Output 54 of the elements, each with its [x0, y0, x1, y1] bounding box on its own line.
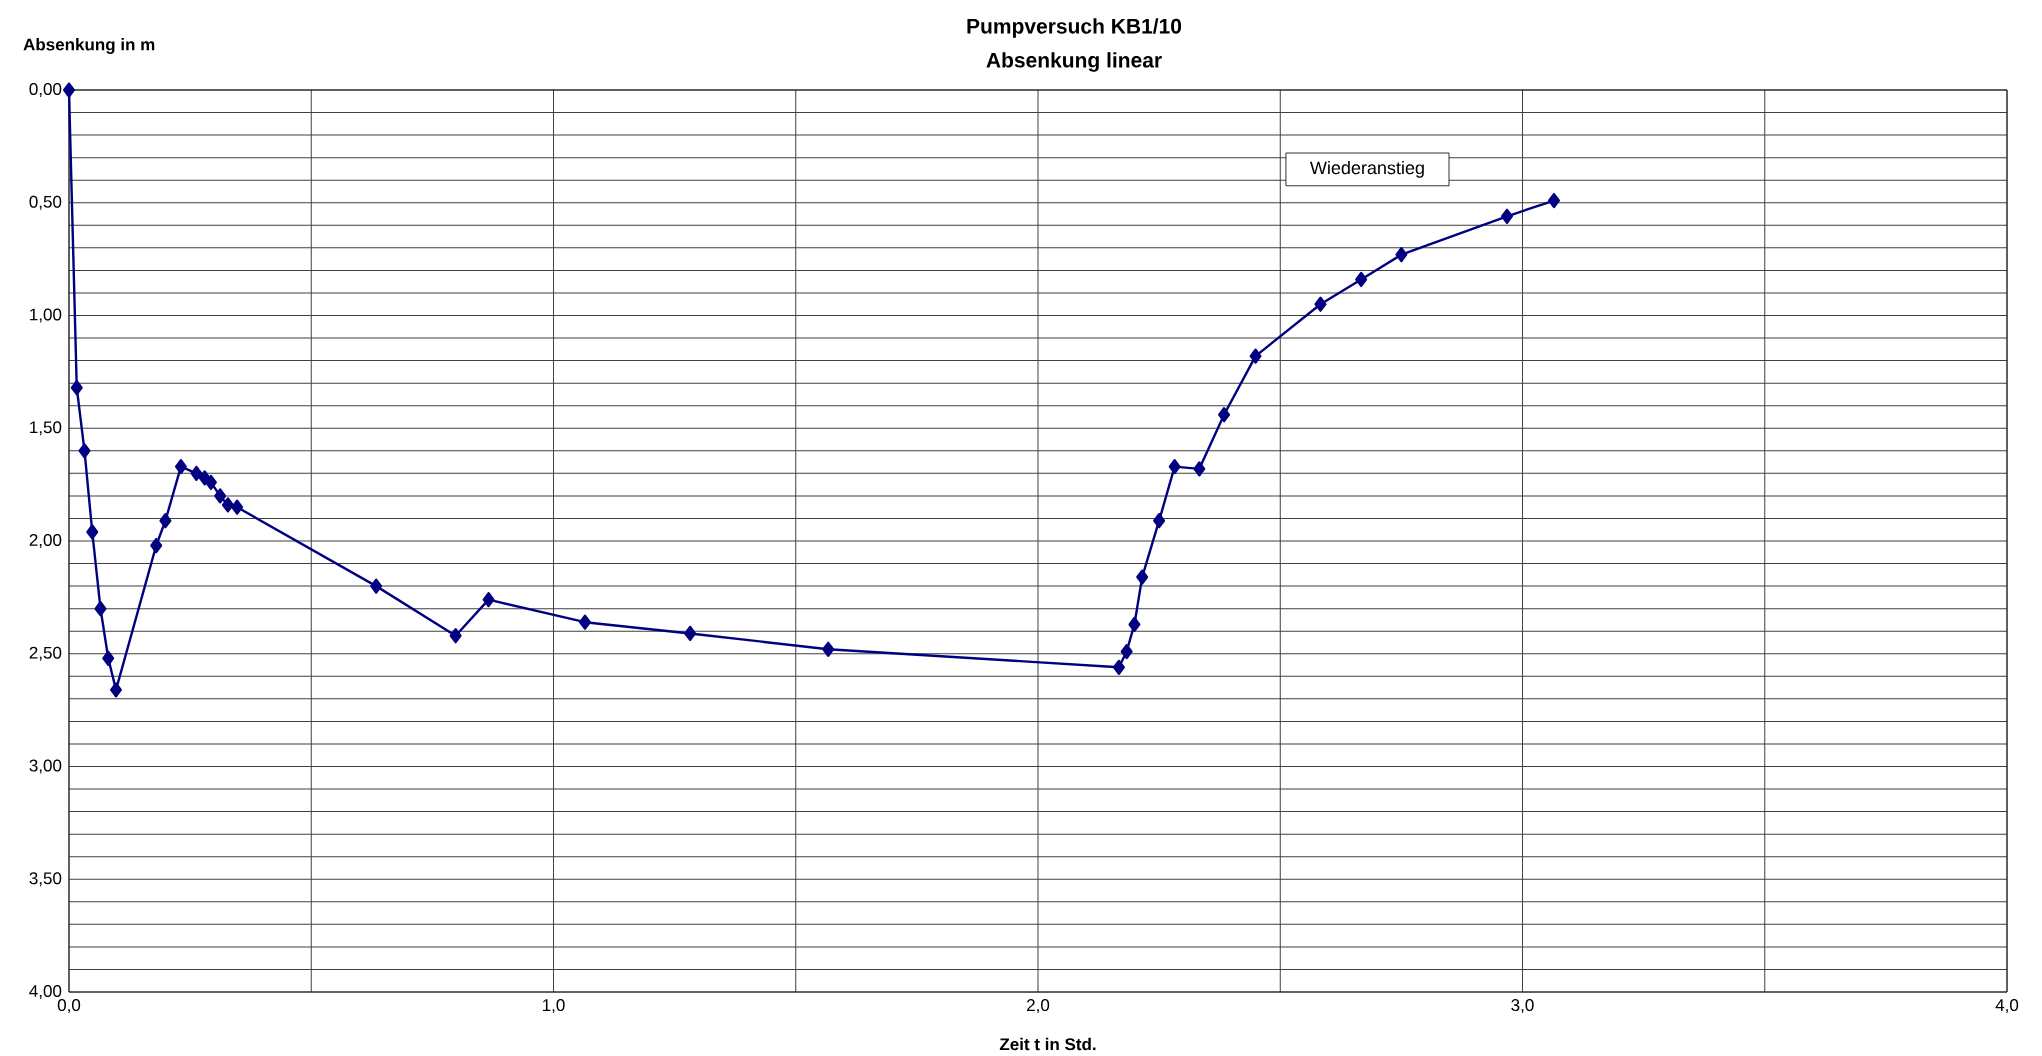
point [214, 488, 227, 504]
point [70, 380, 83, 396]
point [231, 499, 244, 515]
point [482, 592, 495, 608]
y-tick-label: 1,00 [30, 308, 62, 323]
point [221, 497, 234, 513]
point [94, 601, 107, 617]
point [684, 625, 697, 642]
point [822, 641, 835, 657]
point [110, 682, 122, 698]
point [1314, 296, 1327, 312]
point [1501, 208, 1513, 224]
point [86, 524, 99, 540]
point [1168, 459, 1181, 475]
point [1153, 513, 1166, 529]
point [150, 537, 163, 554]
y-axis-title: Absenkung in m [23, 38, 155, 54]
point [78, 443, 91, 459]
x-axis-title: Zeit t in Std. [999, 1037, 1096, 1051]
point [102, 650, 115, 666]
point [579, 614, 591, 630]
annotation: Wiederanstieg [1310, 160, 1424, 178]
point [1218, 407, 1231, 423]
point [190, 465, 203, 481]
chart-subtitle: Absenkung linear [986, 52, 1162, 72]
point [1249, 348, 1262, 364]
point [1136, 569, 1149, 585]
y-tick-label: 3,50 [29, 872, 62, 887]
y-tick-label: 0,00 [29, 83, 62, 98]
point [1395, 247, 1408, 263]
point [1112, 659, 1125, 675]
point [1193, 461, 1206, 477]
y-tick-label: 2,50 [29, 646, 62, 661]
chart-title: Pumpversuch KB1/10 [967, 18, 1182, 38]
x-tick-label: 0,0 [57, 999, 81, 1014]
y-tick-label: 0,50 [29, 195, 62, 210]
x-tick-label: 4,0 [1995, 999, 2019, 1014]
point [449, 628, 462, 644]
y-tick-label: 1,50 [30, 421, 62, 436]
point [204, 474, 217, 490]
point [1120, 643, 1133, 660]
point [1355, 271, 1368, 288]
point [1128, 616, 1141, 633]
y-tick-label: 4,00 [29, 985, 62, 1000]
point [159, 513, 172, 529]
y-tick-label: 3,00 [29, 759, 62, 774]
point [1547, 192, 1560, 209]
point [370, 578, 383, 594]
y-tick-label: 2,00 [29, 534, 62, 549]
point [174, 459, 187, 475]
x-tick-label: 1,0 [542, 999, 565, 1014]
point [63, 82, 75, 98]
x-tick-label: 3,0 [1511, 999, 1534, 1014]
x-tick-label: 2,0 [1027, 999, 1050, 1014]
